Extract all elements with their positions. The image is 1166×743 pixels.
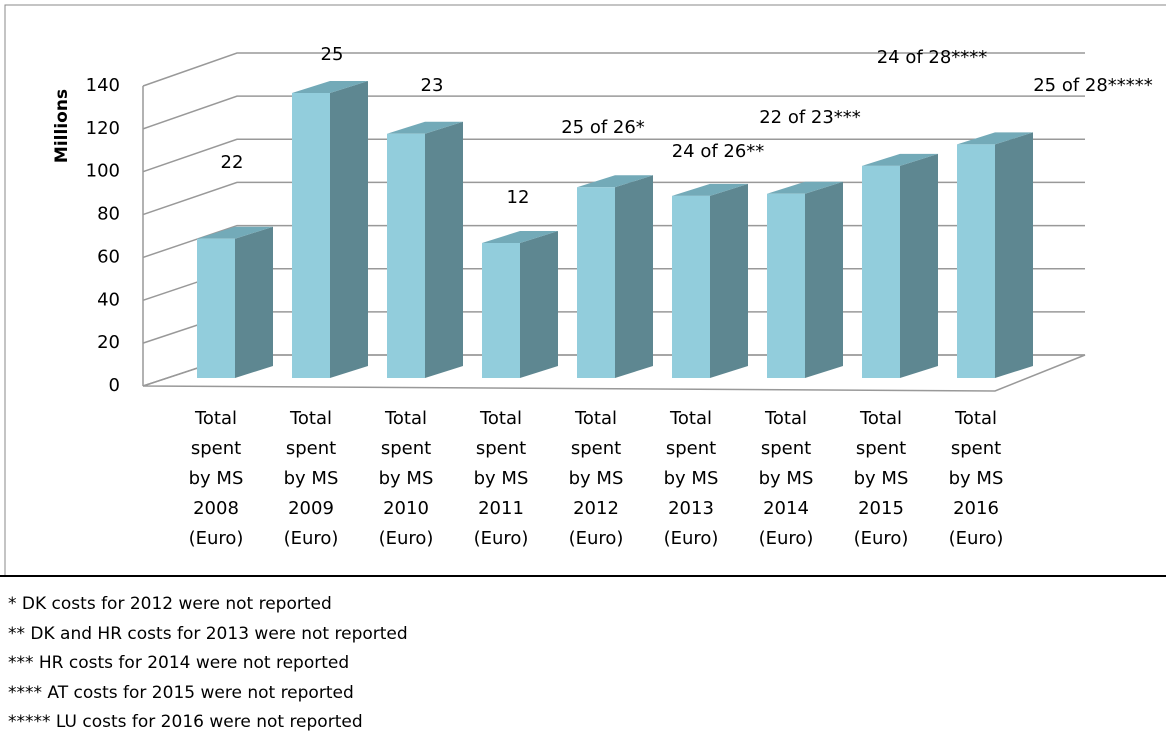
bar-annotation: 12 (507, 187, 530, 208)
bar (482, 231, 558, 378)
bar-side (235, 226, 273, 378)
footnote: **** AT costs for 2015 were not reported (8, 682, 354, 703)
bar-front (672, 195, 710, 378)
bar-annotation: 22 of 23*** (759, 107, 861, 128)
y-tick-label: 140 (86, 75, 120, 96)
bar-side (900, 153, 938, 378)
bar-annotation: 25 of 26* (561, 117, 645, 138)
x-tick-label: Total spent by MS 2009 (Euro) (283, 408, 339, 549)
x-tick-label: Total spent by MS 2014 (Euro) (758, 408, 814, 549)
grid-line (142, 52, 1085, 87)
bar (197, 226, 273, 378)
bar-front (577, 187, 615, 378)
bar-top (292, 81, 368, 93)
grid-line (142, 181, 1085, 216)
bar-side (520, 231, 558, 378)
x-tick-label: Total spent by MS 2015 (Euro) (853, 408, 909, 549)
bar-top (387, 121, 463, 134)
bar (577, 175, 653, 378)
bar-top (482, 231, 558, 243)
footnote: ***** LU costs for 2016 were not reporte… (8, 712, 363, 732)
bar-front (862, 165, 900, 378)
bar-annotation: 22 (221, 152, 244, 173)
bar (767, 181, 843, 378)
bar-side (615, 175, 653, 378)
x-tick-label: Total spent by MS 2016 (Euro) (948, 408, 1004, 549)
y-tick-label: 100 (86, 161, 120, 182)
bar-annotation: 24 of 26** (672, 141, 765, 162)
footnote: * DK costs for 2012 were not reported (8, 594, 332, 614)
bar-front (482, 243, 520, 378)
bar-side (995, 132, 1033, 378)
bar (292, 81, 368, 378)
y-axis-label: Millions (52, 89, 72, 163)
bar-front (292, 93, 330, 378)
bar-front (957, 144, 995, 378)
bar-front (197, 238, 235, 378)
bar-top (862, 153, 938, 166)
y-tick-label: 20 (97, 332, 120, 353)
grid-line (142, 138, 1085, 173)
y-tick-label: 80 (97, 204, 120, 225)
x-tick-label: Total spent by MS 2010 (Euro) (378, 408, 434, 549)
bar (387, 121, 463, 378)
bar-top (957, 132, 1033, 145)
bar-side (425, 121, 463, 378)
bar-top (577, 175, 653, 188)
bar-top (672, 183, 748, 196)
bar-annotation: 24 of 28**** (877, 47, 988, 68)
bar-top (767, 181, 843, 194)
bar (862, 153, 938, 378)
y-tick-label: 40 (97, 289, 120, 310)
bar (672, 183, 748, 378)
x-tick-label: Total spent by MS 2008 (Euro) (188, 408, 244, 549)
y-tick-label: 0 (109, 375, 120, 396)
footnote: *** HR costs for 2014 were not reported (8, 653, 350, 673)
bar-annotation: 25 (321, 44, 344, 65)
grid-line (142, 95, 1085, 130)
bar-side (805, 181, 843, 378)
bar-front (767, 193, 805, 378)
bar (957, 132, 1033, 378)
bar-side (330, 81, 368, 378)
bar-annotation: 23 (421, 75, 444, 96)
bar-annotation: 25 of 28***** (1033, 75, 1153, 96)
y-tick-label: 60 (97, 246, 120, 267)
footnote: ** DK and HR costs for 2013 were not rep… (8, 623, 408, 644)
bar-front (387, 133, 425, 378)
bar-top (197, 226, 273, 239)
x-tick-label: Total spent by MS 2013 (Euro) (663, 408, 719, 549)
x-tick-label: Total spent by MS 2012 (Euro) (568, 408, 624, 549)
x-tick-label: Total spent by MS 2011 (Euro) (473, 408, 529, 549)
y-tick-label: 120 (86, 118, 120, 139)
bar-side (710, 183, 748, 378)
